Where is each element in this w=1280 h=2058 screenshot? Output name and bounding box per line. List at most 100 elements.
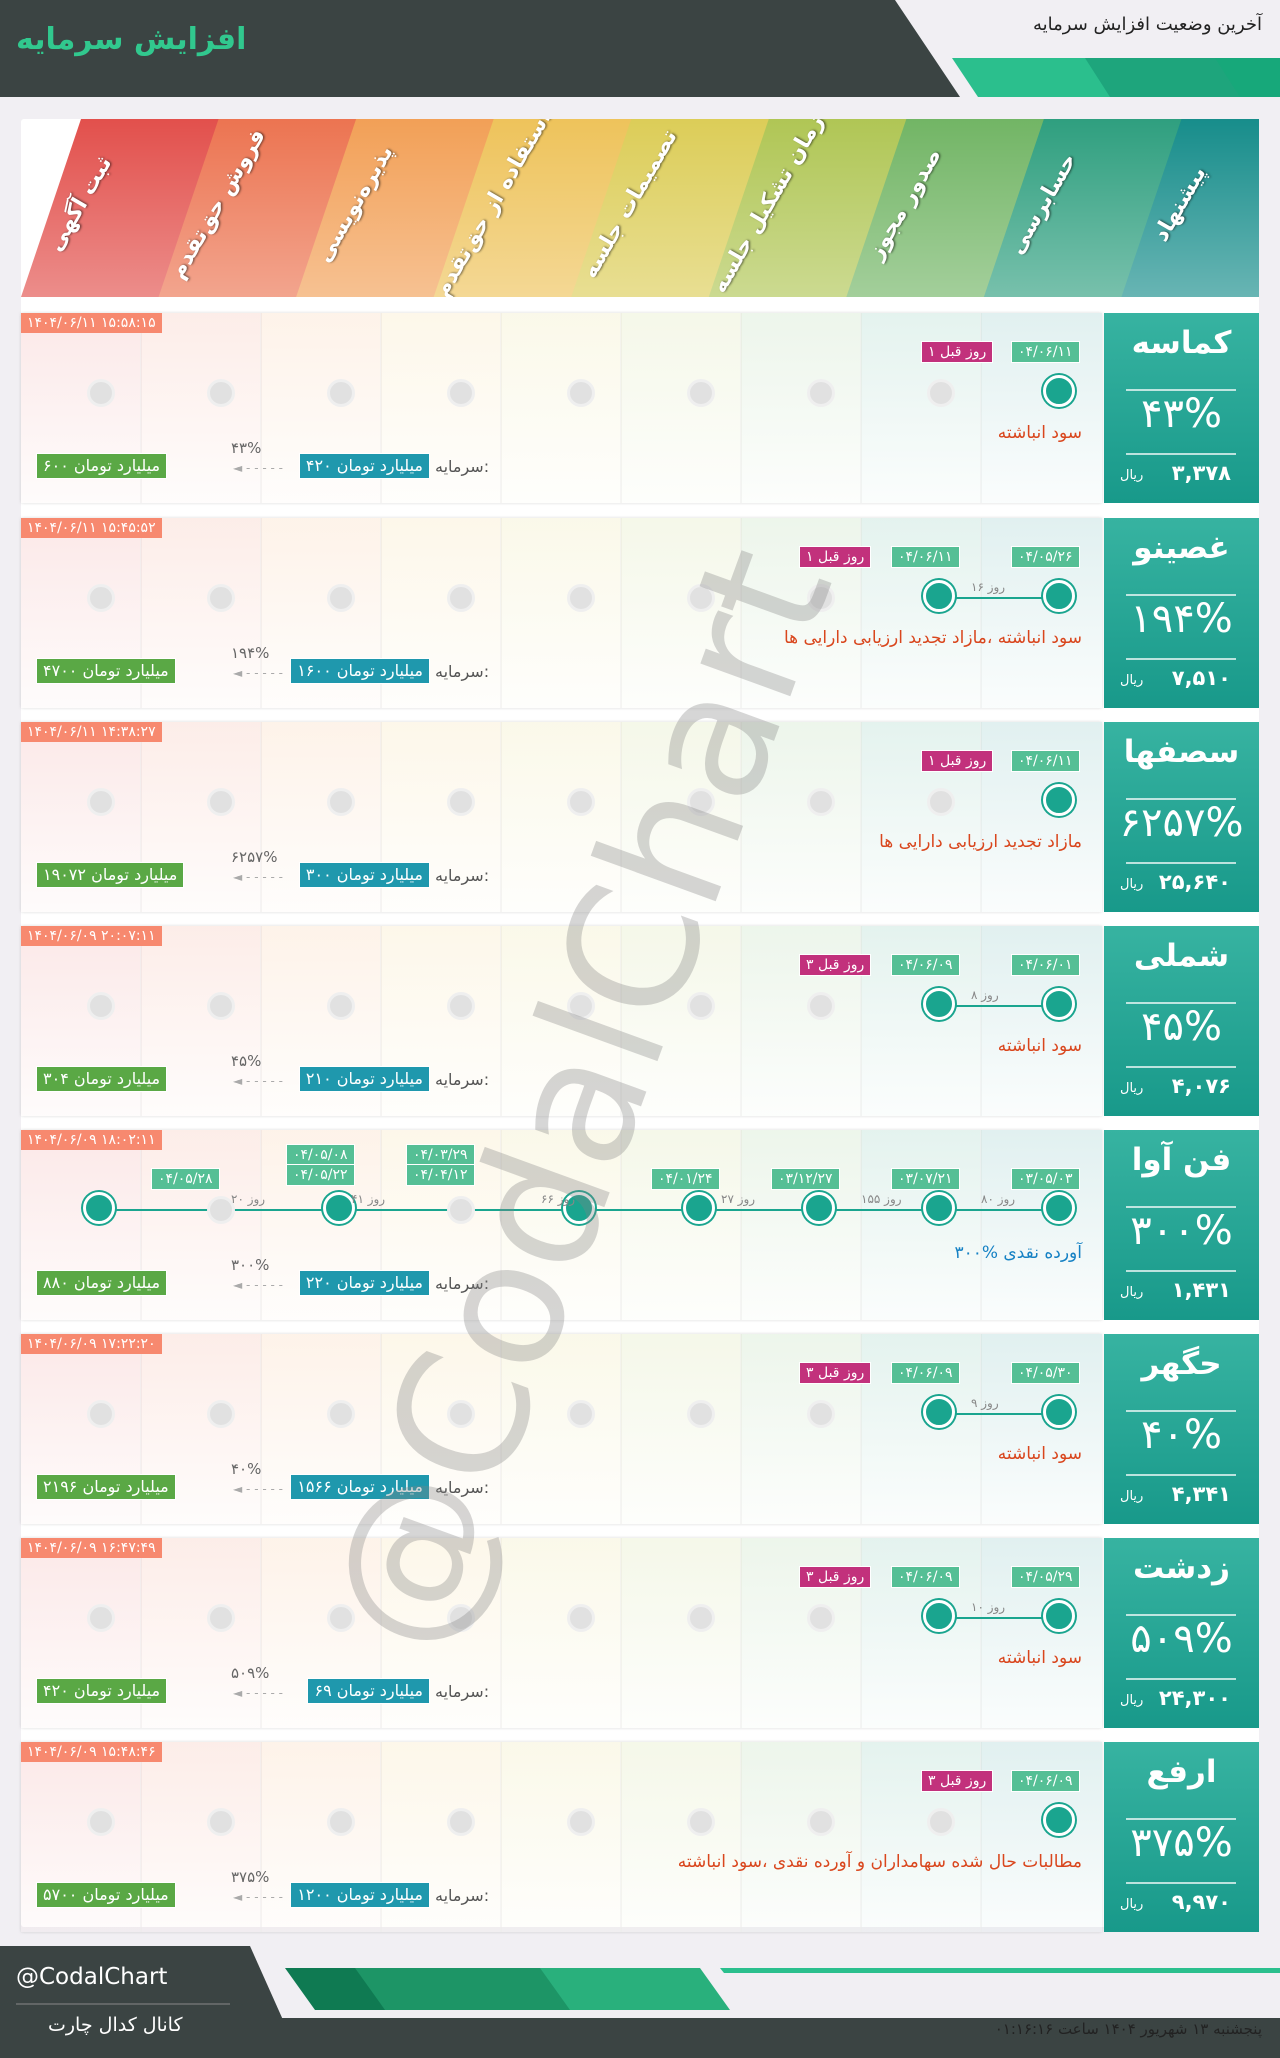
timeline-node-active[interactable]	[563, 1192, 595, 1224]
timeline-node-active[interactable]	[1043, 1600, 1075, 1632]
currency-unit: ریال	[1120, 1693, 1144, 1708]
divider	[1126, 389, 1236, 391]
capital-label: سرمایه:	[435, 1682, 490, 1701]
symbol-card[interactable]: حگهر ۴۰% ۴,۳۴۱ ریال	[1104, 1334, 1259, 1524]
timeline-node-active[interactable]	[683, 1192, 715, 1224]
stage-1: فروش حق‌تقدم	[159, 119, 277, 297]
timeline-node	[687, 379, 715, 407]
timeline-node	[447, 1808, 475, 1836]
gap-days: ۱۶ روز	[971, 580, 1006, 594]
symbol-card[interactable]: سصفها ۶۲۵۷% ۲۵,۶۴۰ ریال	[1104, 722, 1259, 912]
timeline-node	[207, 1400, 235, 1428]
timeline-node-active[interactable]	[1043, 1804, 1075, 1836]
footer-handle[interactable]: @CodalChart	[16, 1964, 168, 1990]
symbol-name[interactable]: فن آوا	[1131, 1142, 1232, 1178]
symbol-card[interactable]: فن آوا ۳۰۰% ۱,۴۳۱ ریال	[1104, 1130, 1259, 1320]
symbol-name[interactable]: کماسه	[1131, 325, 1232, 361]
date-pill: ۰۴/۰۴/۱۲	[406, 1164, 475, 1186]
timeline-node	[687, 992, 715, 1020]
timeline-node-active[interactable]	[1043, 580, 1075, 612]
stage-band	[21, 119, 1259, 297]
symbol-card[interactable]: غصینو ۱۹۴% ۷,۵۱۰ ریال	[1104, 518, 1259, 708]
divider	[1126, 1206, 1236, 1208]
timeline-node	[207, 992, 235, 1020]
currency-unit: ریال	[1120, 877, 1144, 892]
timeline-node-active[interactable]	[323, 1192, 355, 1224]
symbol-name[interactable]: ارفع	[1146, 1754, 1217, 1790]
timeline-node	[207, 1604, 235, 1632]
symbol-name[interactable]: شملی	[1133, 938, 1230, 974]
capital-arrow-icon: ◄ - - - - -	[233, 1482, 283, 1496]
footer-background	[0, 1946, 1280, 2058]
timeline-node-active[interactable]	[83, 1192, 115, 1224]
timeline-node-active[interactable]	[1043, 375, 1075, 407]
timeline-node	[687, 584, 715, 612]
timeline-node-active[interactable]	[1043, 1396, 1075, 1428]
divider	[1126, 862, 1236, 864]
symbol-card[interactable]: شملی ۴۵% ۴,۰۷۶ ریال	[1104, 926, 1259, 1116]
stage-label: پذیره‌نویسی	[311, 141, 399, 268]
symbol-name[interactable]: زدشت	[1132, 1550, 1231, 1586]
list-item-4: ۱۴۰۴/۰۶/۰۹ ۱۸:۰۲:۱۱ ۰۳/۰۵/۰۳ ۰۳/۰۷/۲۱ ۰۳/۱۲…	[21, 1130, 1259, 1320]
capital-current: ۱۶۰۰ میلیارد تومان	[290, 658, 430, 684]
share-price: ۳,۳۷۸	[1171, 461, 1231, 485]
description: مازاد تجدید ارزیابی دارایی ها	[879, 832, 1082, 852]
divider	[1126, 1410, 1236, 1412]
gap-days: ۲۷ روز	[721, 1192, 756, 1206]
timeline-node	[567, 992, 595, 1020]
timeline-node-active[interactable]	[1043, 784, 1075, 816]
timeline-card: ۱۴۰۴/۰۶/۱۱ ۱۴:۳۸:۲۷ ۰۴/۰۶/۱۱ ۱ روز قبل مازا…	[21, 722, 1102, 912]
timeline-node-active[interactable]	[923, 1192, 955, 1224]
timeline-node	[567, 1808, 595, 1836]
divider	[1126, 1474, 1236, 1476]
stage-0: ثبت آگهی	[21, 119, 139, 297]
stage-2: پذیره‌نویسی	[296, 119, 414, 297]
timeline-node	[447, 992, 475, 1020]
stage-5: زمان تشکیل جلسه	[707, 119, 829, 297]
timeline-node	[327, 992, 355, 1020]
stage-column	[621, 722, 742, 912]
capital-percent: ۴۳%	[231, 439, 262, 457]
list-item-7: ۱۴۰۴/۰۶/۰۹ ۱۵:۴۸:۴۶ ۰۴/۰۶/۰۹ ۳ روز قبل مطال…	[21, 1742, 1259, 1932]
symbol-name[interactable]: غصینو	[1133, 530, 1230, 566]
increase-percent: ۴۵%	[1141, 1004, 1222, 1050]
symbol-name[interactable]: سصفها	[1123, 734, 1240, 770]
increase-percent: ۶۲۵۷%	[1119, 800, 1244, 846]
timeline-card: ۱۴۰۴/۰۶/۰۹ ۲۰:۰۷:۱۱ ۰۴/۰۶/۰۱ ۰۴/۰۶/۰۹ ۸ روز…	[21, 926, 1102, 1116]
footer-channel: کانال کدال چارت	[48, 2014, 183, 2036]
timestamp-badge: ۱۴۰۴/۰۶/۰۹ ۱۶:۴۷:۴۹	[21, 1538, 162, 1558]
days-ago-badge: ۱ روز قبل	[921, 341, 994, 363]
date-pill: ۰۳/۰۷/۲۱	[891, 1168, 960, 1190]
timestamp-badge: ۱۴۰۴/۰۶/۱۱ ۱۵:۵۸:۱۵	[21, 313, 162, 333]
divider	[1126, 1614, 1236, 1616]
timeline-node-active[interactable]	[923, 580, 955, 612]
timeline-node-active[interactable]	[1043, 988, 1075, 1020]
capital-current: ۱۲۰۰ میلیارد تومان	[290, 1882, 430, 1908]
stage-column	[741, 1742, 862, 1932]
stage-column	[501, 1742, 622, 1932]
capital-label: سرمایه:	[435, 1070, 490, 1089]
symbol-card[interactable]: زدشت ۵۰۹% ۲۴,۳۰۰ ریال	[1104, 1538, 1259, 1728]
timeline-node	[327, 1808, 355, 1836]
capital-arrow-icon: ◄ - - - - -	[233, 1686, 283, 1700]
description: مطالبات حال شده سهامداران و آورده نقدی ،…	[677, 1852, 1082, 1872]
timeline-node-active[interactable]	[1043, 1192, 1075, 1224]
symbol-card[interactable]: ارفع ۳۷۵% ۹,۹۷۰ ریال	[1104, 1742, 1259, 1932]
stage-3: استفاده از حق‌تقدم	[429, 119, 556, 297]
timeline-node	[87, 584, 115, 612]
date-pill: ۰۴/۰۶/۱۱	[1011, 750, 1080, 772]
top-header: افزایش سرمایه آخرین وضعیت افزایش سرمایه	[0, 0, 1280, 97]
capital-new: ۸۸۰ میلیارد تومان	[36, 1270, 168, 1296]
timeline-node-active[interactable]	[923, 988, 955, 1020]
timeline-node	[807, 1400, 835, 1428]
timeline-background	[21, 722, 1102, 912]
capital-new: ۶۰۰ میلیارد تومان	[36, 453, 168, 479]
timeline-node	[447, 1196, 475, 1224]
timeline-node-active[interactable]	[923, 1600, 955, 1632]
days-ago-badge: ۱ روز قبل	[921, 750, 994, 772]
symbol-name[interactable]: حگهر	[1141, 1346, 1222, 1382]
symbol-card[interactable]: کماسه ۴۳% ۳,۳۷۸ ریال	[1104, 313, 1259, 503]
timeline-node-active[interactable]	[923, 1396, 955, 1428]
timeline-node-active[interactable]	[803, 1192, 835, 1224]
capital-current: ۴۲۰ میلیارد تومان	[298, 453, 430, 479]
